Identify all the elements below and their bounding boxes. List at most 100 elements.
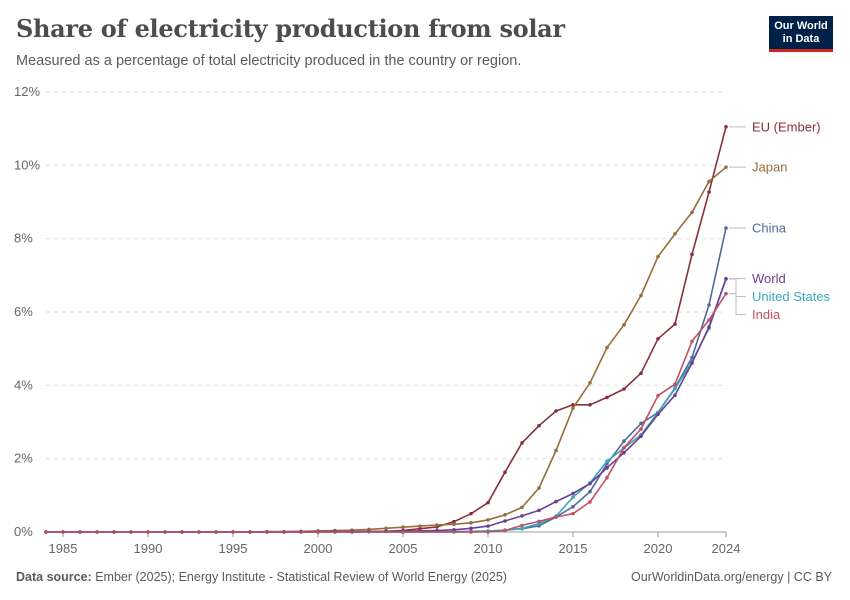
data-point-india[interactable] [486, 530, 490, 534]
data-point-world[interactable] [673, 393, 677, 398]
data-point-eu-ember[interactable] [690, 252, 694, 257]
data-point-japan[interactable] [418, 524, 422, 528]
data-point-india[interactable] [231, 530, 235, 534]
data-point-world[interactable] [537, 508, 541, 513]
data-point-india[interactable] [503, 528, 507, 533]
series-line-united-states[interactable] [46, 278, 727, 533]
data-point-japan[interactable] [690, 210, 694, 215]
data-point-japan[interactable] [401, 525, 405, 530]
data-point-eu-ember[interactable] [486, 500, 490, 505]
data-point-world[interactable] [724, 276, 728, 281]
data-point-india[interactable] [707, 318, 711, 322]
data-point-india[interactable] [554, 515, 558, 519]
data-point-india[interactable] [724, 291, 728, 296]
data-point-japan[interactable] [673, 232, 677, 236]
data-point-eu-ember[interactable] [724, 125, 728, 129]
data-point-india[interactable] [673, 382, 677, 387]
data-point-china[interactable] [707, 303, 711, 307]
data-point-world[interactable] [452, 528, 456, 532]
data-point-japan[interactable] [435, 523, 439, 527]
data-point-india[interactable] [690, 339, 694, 344]
data-point-eu-ember[interactable] [520, 441, 524, 445]
series-line-china[interactable] [46, 227, 727, 533]
data-point-eu-ember[interactable] [469, 511, 473, 516]
data-point-japan[interactable] [452, 522, 456, 527]
data-point-eu-ember[interactable] [656, 336, 660, 341]
data-point-japan[interactable] [639, 293, 643, 298]
data-point-eu-ember[interactable] [707, 190, 711, 194]
series-line-india[interactable] [46, 293, 727, 533]
series-label-world[interactable]: World [752, 271, 786, 286]
series-label-united-states[interactable]: United States [752, 289, 831, 304]
data-point-china[interactable] [622, 439, 626, 443]
data-point-japan[interactable] [486, 518, 490, 522]
data-point-india[interactable] [622, 445, 626, 450]
data-point-china[interactable] [588, 489, 592, 494]
data-point-world[interactable] [707, 325, 711, 329]
data-point-united-states[interactable] [673, 386, 677, 391]
data-point-india[interactable] [44, 530, 48, 534]
data-point-world[interactable] [639, 434, 643, 439]
data-point-world[interactable] [690, 361, 694, 365]
data-point-japan[interactable] [554, 448, 558, 453]
data-point-world[interactable] [605, 466, 609, 470]
data-point-china[interactable] [639, 421, 643, 426]
data-point-japan[interactable] [622, 323, 626, 327]
data-point-japan[interactable] [588, 380, 592, 385]
data-point-eu-ember[interactable] [588, 402, 592, 407]
data-point-united-states[interactable] [605, 459, 609, 464]
data-point-world[interactable] [622, 451, 626, 455]
data-point-japan[interactable] [707, 179, 711, 184]
data-point-eu-ember[interactable] [622, 387, 626, 391]
data-point-japan[interactable] [384, 526, 388, 531]
data-point-india[interactable] [571, 511, 575, 516]
data-point-japan[interactable] [469, 521, 473, 525]
series-line-eu-ember[interactable] [148, 126, 727, 533]
data-point-eu-ember[interactable] [503, 470, 507, 475]
data-point-japan[interactable] [571, 406, 575, 410]
series-label-china[interactable]: China [752, 221, 787, 236]
data-point-eu-ember[interactable] [554, 409, 558, 413]
data-point-world[interactable] [520, 514, 524, 518]
data-point-united-states[interactable] [571, 495, 575, 499]
data-point-japan[interactable] [503, 512, 507, 517]
data-point-japan[interactable] [520, 505, 524, 510]
series-line-world[interactable] [46, 278, 727, 533]
data-point-eu-ember[interactable] [673, 322, 677, 326]
data-point-world[interactable] [656, 412, 660, 417]
data-point-india[interactable] [639, 427, 643, 431]
data-point-world[interactable] [503, 519, 507, 523]
data-point-india[interactable] [605, 475, 609, 480]
series-label-india[interactable]: India [752, 307, 781, 322]
series-line-japan[interactable] [46, 166, 727, 533]
data-point-japan[interactable] [724, 165, 728, 169]
owid-logo[interactable]: Our World in Data [769, 16, 833, 52]
series-label-eu-ember[interactable]: EU (Ember) [752, 119, 821, 134]
series-label-japan[interactable]: Japan [752, 160, 787, 175]
data-point-india[interactable] [656, 393, 660, 398]
data-point-world[interactable] [469, 526, 473, 531]
source-text[interactable]: Ember (2025); Energy Institute - Statist… [95, 570, 507, 584]
data-point-india[interactable] [316, 530, 320, 534]
data-point-world[interactable] [486, 524, 490, 528]
data-point-india[interactable] [61, 530, 65, 534]
data-point-japan[interactable] [537, 486, 541, 490]
data-point-india[interactable] [401, 530, 405, 534]
data-point-eu-ember[interactable] [605, 395, 609, 400]
data-point-world[interactable] [554, 499, 558, 504]
data-point-eu-ember[interactable] [452, 519, 456, 524]
data-point-eu-ember[interactable] [639, 371, 643, 376]
data-point-world[interactable] [588, 481, 592, 486]
data-point-japan[interactable] [656, 254, 660, 259]
data-point-united-states[interactable] [520, 526, 524, 531]
data-point-india[interactable] [537, 519, 541, 524]
data-point-india[interactable] [588, 500, 592, 504]
data-point-china[interactable] [571, 504, 575, 509]
data-point-eu-ember[interactable] [537, 423, 541, 428]
data-point-india[interactable] [146, 530, 150, 534]
data-point-india[interactable] [469, 530, 473, 534]
data-point-india[interactable] [520, 523, 524, 528]
data-point-japan[interactable] [605, 345, 609, 350]
data-point-china[interactable] [724, 226, 728, 230]
footer-credit[interactable]: OurWorldinData.org/energy | CC BY [630, 570, 832, 584]
